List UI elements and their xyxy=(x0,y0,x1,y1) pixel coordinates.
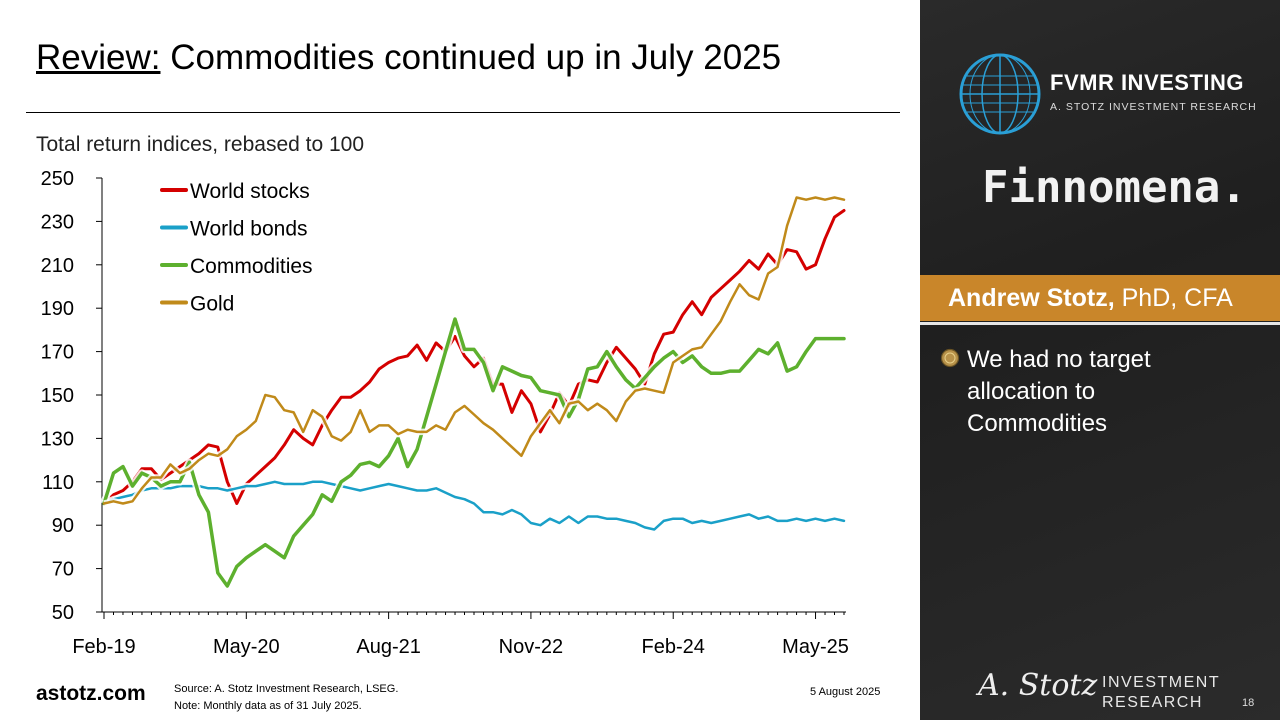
x-tick-label: Feb-24 xyxy=(642,636,705,658)
legend-label-commodities: Commodities xyxy=(190,255,313,278)
chart-title: Total return indices, rebased to 100 xyxy=(36,133,364,156)
x-tick-label: Feb-19 xyxy=(72,636,135,658)
slide-title: Review: Commodities continued up in July… xyxy=(36,38,781,78)
globe-logo-icon xyxy=(959,53,1041,135)
y-tick-label: 130 xyxy=(41,428,74,450)
title-divider xyxy=(26,112,900,113)
x-tick-label: Nov-22 xyxy=(499,636,563,658)
y-tick-label: 90 xyxy=(52,515,74,537)
footer-brand-line2: RESEARCH xyxy=(1102,694,1203,711)
y-tick-label: 190 xyxy=(41,298,74,320)
y-tick-label: 70 xyxy=(52,559,74,581)
legend-label-world-bonds: World bonds xyxy=(190,218,308,241)
y-tick-label: 230 xyxy=(41,211,74,233)
chart-axes: 50 70 90 110 130 150 170 190 210 230 250 Feb-19 May-… xyxy=(41,168,849,658)
partner-logo: Finnomena. xyxy=(982,162,1247,213)
y-tick-label: 110 xyxy=(42,472,74,494)
note-line: Note: Monthly data as of 31 July 2025. xyxy=(174,700,362,712)
brand-name: FVMR INVESTING xyxy=(1050,70,1245,95)
y-tick-label: 50 xyxy=(52,602,74,624)
y-tick-label: 210 xyxy=(41,255,74,277)
source-note: Source: A. Stotz Investment Research, LS… xyxy=(174,681,398,715)
series-line-commodities xyxy=(102,317,846,588)
site-url[interactable]: astotz.com xyxy=(36,682,146,705)
sidebar-panel: FVMR INVESTING A. STOTZ INVESTMENT RESEA… xyxy=(920,0,1280,720)
chart-legend: World stocks World bonds Commodities Gold xyxy=(160,180,313,316)
bullet-text: We had no target allocation to Commoditi… xyxy=(967,346,1151,437)
brand-subtitle: A. STOTZ INVESTMENT RESEARCH xyxy=(1050,101,1257,113)
title-rest: Commodities continued up in July 2025 xyxy=(160,38,782,77)
x-tick-label: May-25 xyxy=(782,636,849,658)
x-tick-label: Aug-21 xyxy=(356,636,421,658)
series-line-world-stocks xyxy=(102,209,846,505)
title-underlined: Review: xyxy=(36,38,161,77)
x-tick-label: May-20 xyxy=(213,636,280,658)
y-tick-label: 250 xyxy=(41,168,74,190)
series-line-gold xyxy=(102,196,846,505)
page-number: 18 xyxy=(1242,697,1255,709)
bullet-coin-icon xyxy=(940,348,960,368)
y-tick-label: 170 xyxy=(41,342,74,364)
line-chart: Total return indices, rebased to 100 50 7… xyxy=(36,133,849,658)
slide-main: Review: Commodities continued up in July… xyxy=(26,38,900,715)
chart-series xyxy=(100,194,846,590)
legend-label-world-stocks: World stocks xyxy=(190,180,310,203)
presenter-credentials: PhD, CFA xyxy=(1114,284,1233,312)
source-line: Source: A. Stotz Investment Research, LS… xyxy=(174,683,399,695)
presenter-name: Andrew Stotz, xyxy=(948,284,1115,312)
presenter: Andrew Stotz, PhD, CFA xyxy=(948,284,1233,313)
band-underline xyxy=(920,322,1280,325)
footer-brand-line1: INVESTMENT xyxy=(1102,674,1221,691)
series-line-world-bonds xyxy=(102,480,846,531)
presenter-band xyxy=(920,275,1280,321)
slide-date: 5 August 2025 xyxy=(810,686,881,698)
y-tick-label: 150 xyxy=(41,385,74,407)
signature-logo: A. Stotz xyxy=(978,668,1098,703)
legend-label-gold: Gold xyxy=(190,293,234,316)
footer-brand: INVESTMENT RESEARCH xyxy=(1102,673,1220,713)
